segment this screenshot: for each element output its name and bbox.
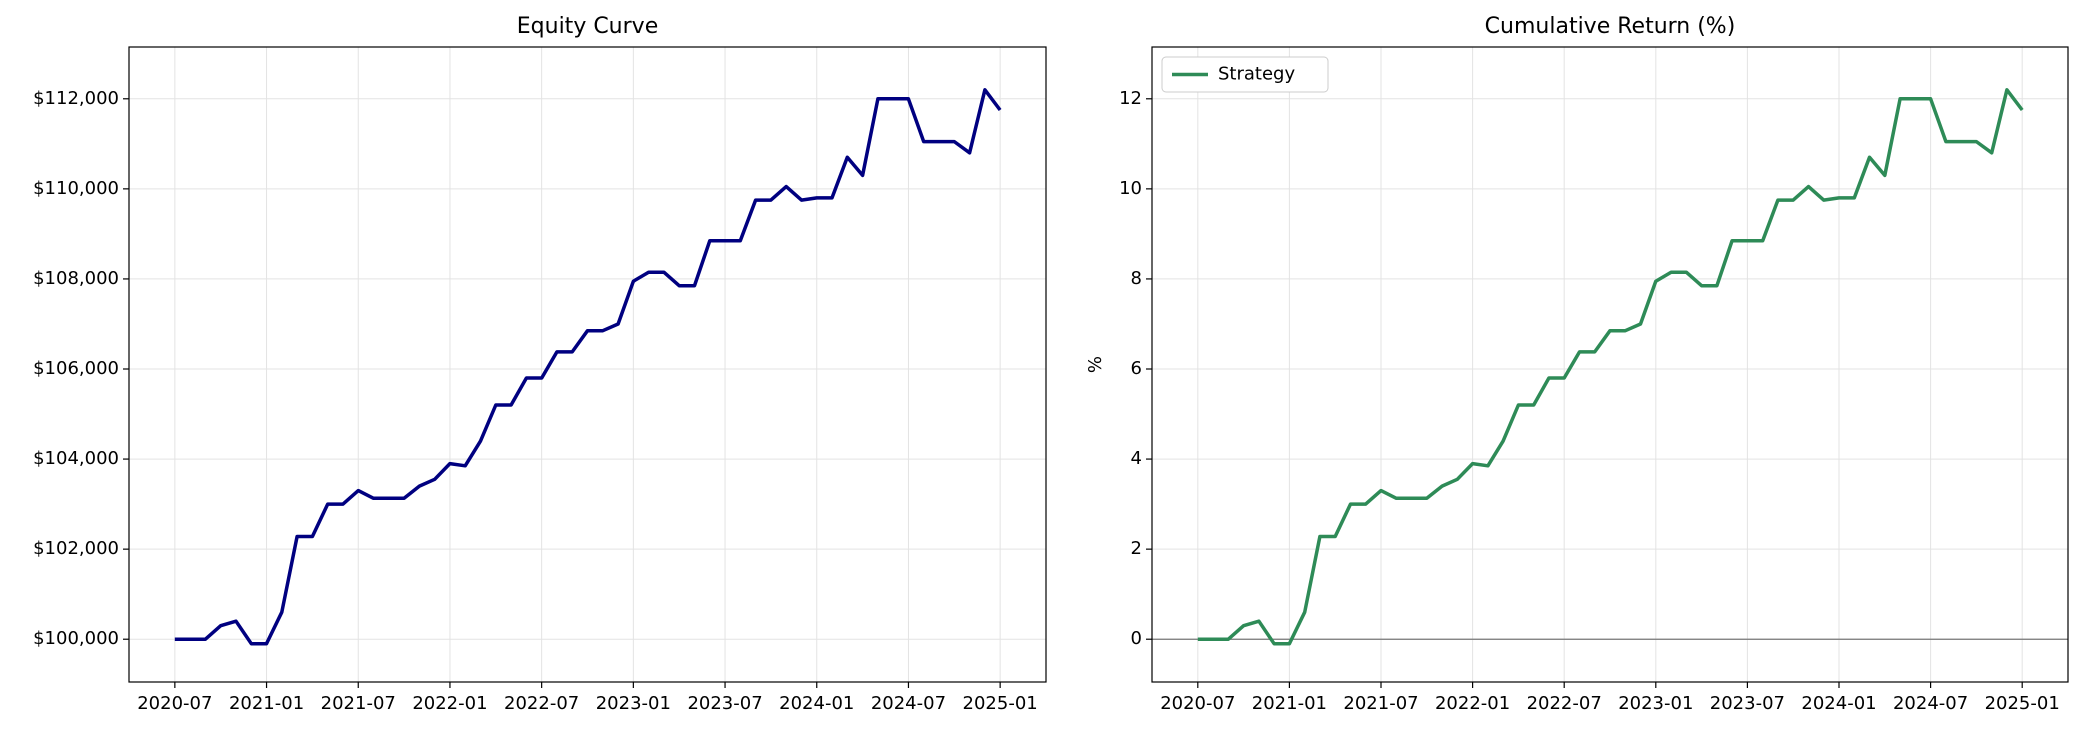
x-tick-label: 2025-01 — [1985, 693, 2060, 714]
x-tick-label: 2020-07 — [137, 693, 212, 714]
axes-frame — [1151, 46, 2069, 683]
y-tick-label: $112,000 — [33, 88, 119, 109]
y-tick-label: 4 — [1131, 448, 1142, 469]
x-tick-label: 2021-01 — [229, 693, 304, 714]
x-tick-label: 2023-01 — [596, 693, 671, 714]
y-tick-label: $104,000 — [33, 448, 119, 469]
legend-box — [1161, 56, 1329, 93]
y-tick-label: $108,000 — [33, 268, 119, 289]
y-tick-label: 6 — [1131, 358, 1142, 379]
y-tick-label: $110,000 — [33, 178, 119, 199]
x-tick-label: 2023-01 — [1618, 693, 1693, 714]
x-tick-label: 2021-07 — [321, 693, 396, 714]
y-axis-label: % — [1085, 356, 1106, 373]
y-tick-label: $102,000 — [33, 538, 119, 559]
x-tick-label: 2022-07 — [504, 693, 579, 714]
x-tick-label: 2024-07 — [871, 693, 946, 714]
y-tick-label: $100,000 — [33, 628, 119, 649]
x-tick-label: 2021-01 — [1252, 693, 1327, 714]
axes-frame — [128, 46, 1047, 683]
x-tick-label: 2022-07 — [1527, 693, 1602, 714]
x-tick-label: 2022-01 — [1435, 693, 1510, 714]
y-tick-label: 8 — [1131, 268, 1142, 289]
legend-label: Strategy — [1218, 64, 1295, 85]
chart-title: Cumulative Return (%) — [1485, 14, 1736, 39]
x-tick-label: 2020-07 — [1160, 693, 1235, 714]
series-line — [174, 88, 1002, 646]
chart-title: Equity Curve — [517, 14, 658, 39]
x-tick-label: 2024-01 — [1801, 693, 1876, 714]
x-tick-label: 2021-07 — [1343, 693, 1418, 714]
y-tick-label: $106,000 — [33, 358, 119, 379]
x-tick-label: 2024-07 — [1893, 693, 1968, 714]
y-tick-label: 12 — [1119, 88, 1142, 109]
x-tick-label: 2025-01 — [963, 693, 1038, 714]
x-tick-label: 2023-07 — [1710, 693, 1785, 714]
series-line — [1197, 88, 2024, 646]
x-tick-label: 2024-01 — [779, 693, 854, 714]
y-tick-label: 10 — [1119, 178, 1142, 199]
x-tick-label: 2023-07 — [687, 693, 762, 714]
y-tick-label: 2 — [1131, 538, 1142, 559]
x-tick-label: 2022-01 — [412, 693, 487, 714]
y-tick-label: 0 — [1131, 628, 1142, 649]
